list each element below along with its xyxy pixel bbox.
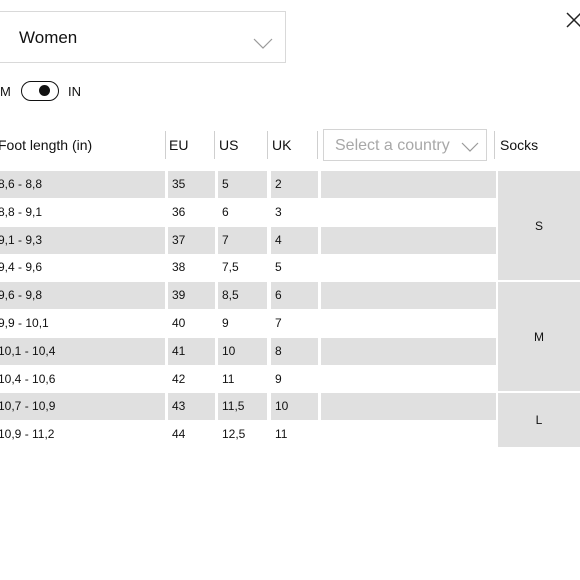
country-size-cell	[321, 171, 496, 198]
eu-size-cell: 44	[172, 427, 186, 442]
us-size-cell: 12,5	[222, 427, 246, 442]
country-size-cell	[321, 226, 496, 254]
unit-toggle-switch[interactable]	[21, 81, 59, 101]
eu-size-cell: 36	[172, 204, 186, 219]
uk-size-cell: 10	[271, 393, 318, 421]
uk-size-cell: 7	[275, 316, 282, 330]
uk-size-cell: 2	[271, 171, 318, 198]
foot-length-cell: 9,9 - 10,1	[0, 316, 49, 330]
gender-select-value: Women	[19, 28, 78, 47]
country-size-cell	[321, 254, 496, 281]
eu-size-cell: 43	[168, 393, 215, 421]
header-eu: EU	[169, 137, 189, 153]
us-size-cell: 11	[222, 371, 235, 386]
uk-size-cell: 4	[271, 226, 318, 254]
table-row: 8,8 - 9,1 36 6 3	[0, 199, 500, 226]
uk-size-cell: 3	[275, 204, 282, 219]
socks-size-cell: S	[498, 171, 580, 281]
column-divider	[317, 131, 318, 159]
us-size-cell: 7,5	[222, 260, 239, 275]
us-size-cell: 11,5	[218, 393, 267, 421]
country-size-cell	[321, 393, 496, 421]
chevron-down-icon	[253, 38, 273, 49]
close-icon[interactable]	[564, 10, 580, 30]
foot-length-cell: 9,6 - 9,8	[0, 282, 165, 310]
table-row: 9,9 - 10,1 40 9 7	[0, 310, 500, 337]
unit-label-inches: IN	[68, 84, 81, 99]
us-size-cell: 8,5	[218, 282, 267, 310]
uk-size-cell: 11	[275, 427, 288, 442]
table-row: 9,4 - 9,6 38 7,5 5	[0, 254, 500, 281]
country-size-cell	[321, 310, 496, 337]
us-size-cell: 6	[222, 204, 229, 219]
chevron-down-icon	[461, 142, 479, 152]
foot-length-cell: 8,8 - 9,1	[0, 204, 43, 219]
table-row: 10,1 - 10,4 41 10 8	[0, 337, 500, 365]
table-row: 10,7 - 10,9 43 11,5 10	[0, 393, 500, 421]
uk-size-cell: 9	[275, 371, 282, 386]
eu-size-cell: 41	[168, 337, 215, 365]
eu-size-cell: 38	[172, 260, 186, 275]
column-divider	[165, 131, 166, 159]
uk-size-cell: 5	[275, 260, 282, 275]
header-uk: UK	[272, 137, 292, 153]
foot-length-cell: 9,1 - 9,3	[0, 226, 165, 254]
country-size-cell	[321, 199, 496, 226]
header-us: US	[219, 137, 239, 153]
foot-length-cell: 10,9 - 11,2	[0, 427, 55, 442]
uk-size-cell: 6	[271, 282, 318, 310]
eu-size-cell: 40	[172, 316, 186, 330]
socks-size-cell: M	[498, 282, 580, 392]
table-row: 9,6 - 9,8 39 8,5 6	[0, 282, 500, 310]
table-row: 8,6 - 8,8 35 5 2	[0, 171, 500, 198]
column-divider	[494, 131, 495, 159]
column-divider	[214, 131, 215, 159]
foot-length-cell: 10,7 - 10,9	[0, 393, 165, 421]
unit-label-metric: M	[0, 84, 11, 99]
table-row: 9,1 - 9,3 37 7 4	[0, 226, 500, 254]
foot-length-cell: 9,4 - 9,6	[0, 260, 43, 275]
foot-length-cell: 10,1 - 10,4	[0, 337, 165, 365]
us-size-cell: 9	[222, 316, 229, 330]
gender-select[interactable]: Women	[0, 11, 286, 63]
eu-size-cell: 37	[168, 226, 215, 254]
socks-size-cell: L	[498, 393, 580, 447]
eu-size-cell: 35	[168, 171, 215, 198]
table-row: 10,4 - 10,6 42 11 9	[0, 366, 500, 393]
foot-length-cell: 10,4 - 10,6	[0, 371, 56, 386]
toggle-knob	[39, 85, 50, 96]
country-select-placeholder: Select a country	[335, 137, 450, 154]
header-socks: Socks	[500, 137, 539, 153]
country-size-cell	[321, 421, 496, 448]
table-row: 10,9 - 11,2 44 12,5 11	[0, 421, 500, 448]
column-divider	[267, 131, 268, 159]
country-size-cell	[321, 366, 496, 393]
country-size-cell	[321, 282, 496, 310]
header-foot-length: Foot length (in)	[0, 137, 93, 153]
us-size-cell: 7	[218, 226, 267, 254]
eu-size-cell: 39	[168, 282, 215, 310]
us-size-cell: 5	[218, 171, 267, 198]
uk-size-cell: 8	[271, 337, 318, 365]
foot-length-cell: 8,6 - 8,8	[0, 171, 165, 198]
country-select[interactable]: Select a country	[323, 129, 487, 161]
country-size-cell	[321, 337, 496, 365]
us-size-cell: 10	[218, 337, 267, 365]
eu-size-cell: 42	[172, 371, 186, 386]
